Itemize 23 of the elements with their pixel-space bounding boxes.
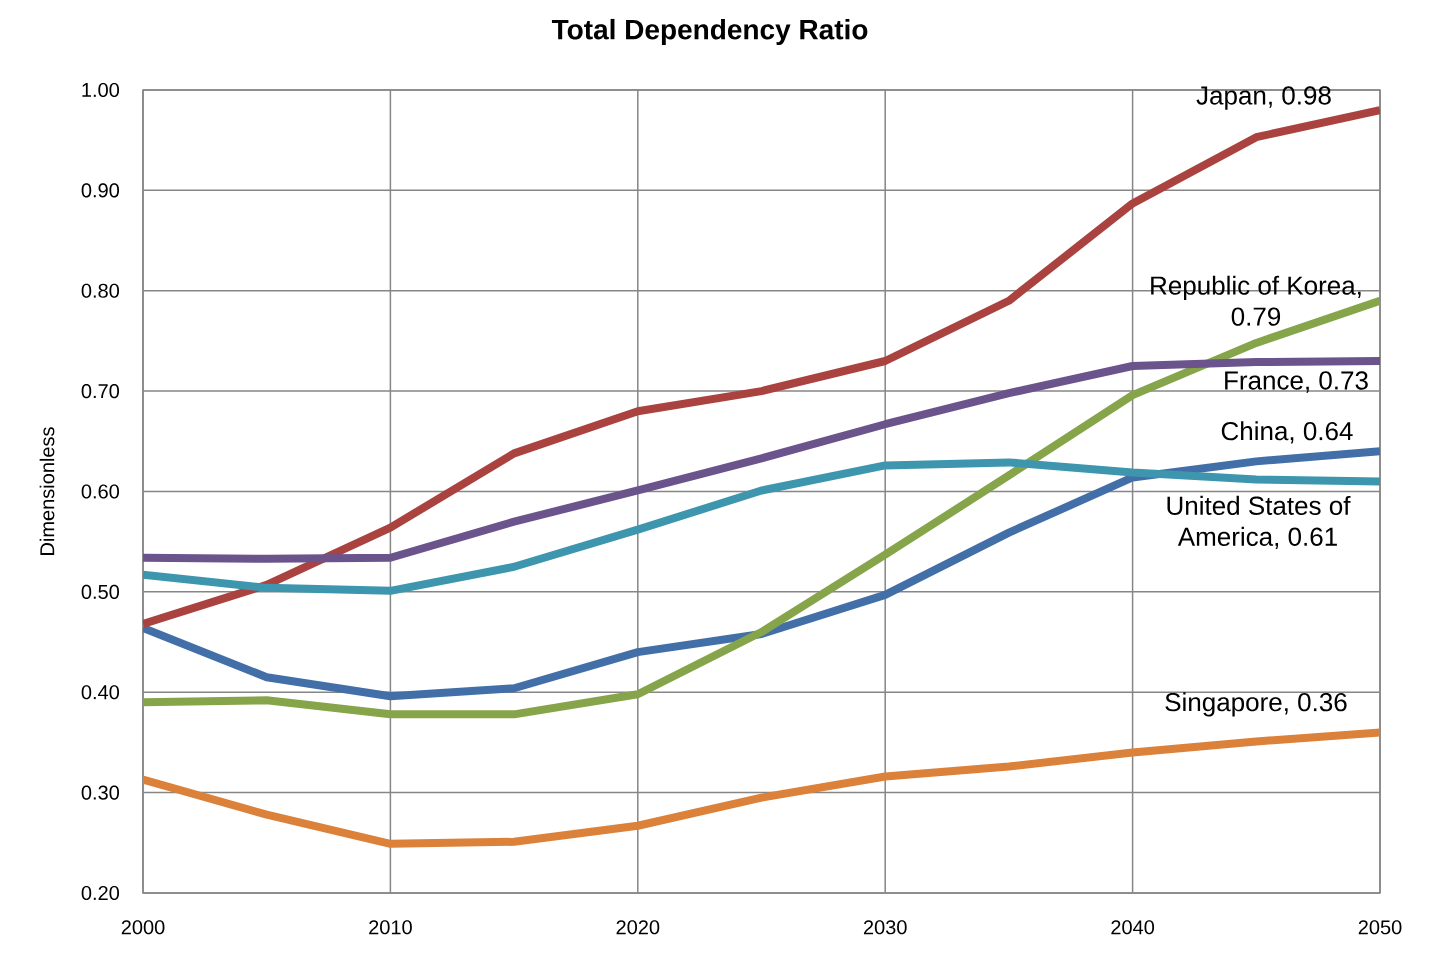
y-tick-label: 0.50 <box>81 584 120 599</box>
y-tick-label: 0.70 <box>81 384 120 399</box>
y-tick-label: 0.60 <box>81 484 120 499</box>
chart-title: Total Dependency Ratio <box>551 18 868 46</box>
y-tick-label: 0.20 <box>81 885 120 901</box>
x-tick-label: 2040 <box>1111 920 1155 935</box>
x-tick-label: 2050 <box>1358 920 1402 935</box>
y-axis-title: Dimensionless <box>39 427 55 555</box>
y-tick-label: 0.90 <box>81 183 120 198</box>
data-label: Singapore, 0.36 <box>1165 692 1347 717</box>
y-tick-label: 0.30 <box>81 785 120 800</box>
y-tick-label: 0.80 <box>81 283 120 298</box>
data-label: Japan, 0.98 <box>1196 86 1331 110</box>
y-tick-label: 0.40 <box>81 685 120 700</box>
x-tick-label: 2020 <box>616 920 660 935</box>
x-tick-label: 2030 <box>863 920 907 935</box>
x-tick-label: 2010 <box>369 920 412 935</box>
data-label: United States of America, 0.61 <box>1167 495 1351 550</box>
data-label: France, 0.73 <box>1225 371 1368 393</box>
y-tick-label: 1.00 <box>82 82 120 98</box>
data-label: Republic of Korea, 0.79 <box>1151 275 1361 326</box>
data-label: China, 0.64 <box>1221 421 1353 444</box>
x-tick-label: 2000 <box>121 920 165 935</box>
